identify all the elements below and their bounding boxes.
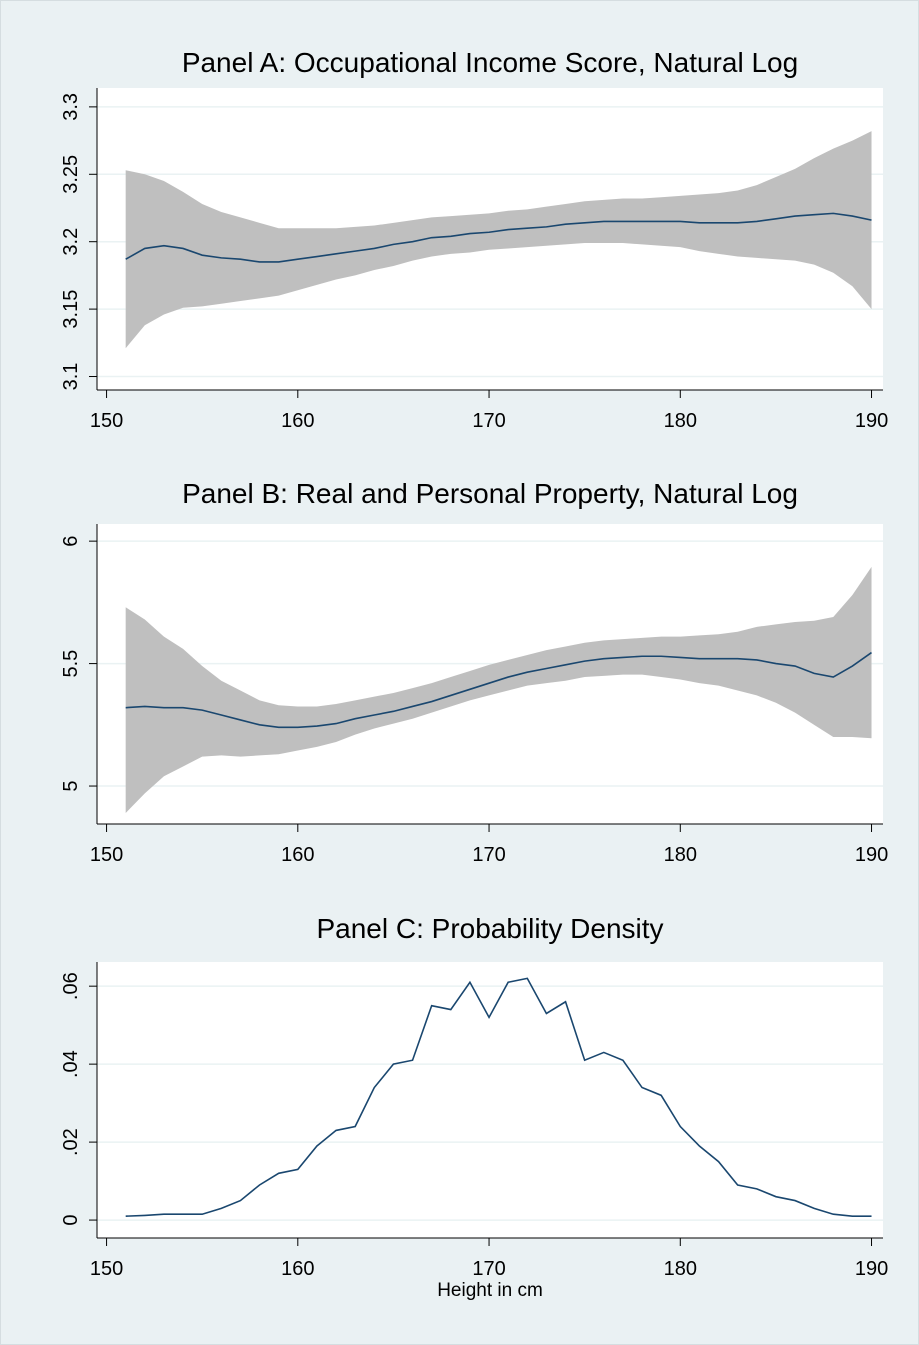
y-tick-label: .04 xyxy=(60,1050,82,1078)
line xyxy=(125,651,872,729)
line xyxy=(125,212,872,263)
x-tick-label: 160 xyxy=(281,410,314,432)
y-tick-label: 3.3 xyxy=(60,93,82,121)
y-tick-label: 0 xyxy=(60,1215,82,1226)
y-tick-label: 5 xyxy=(60,780,82,791)
y-tick-label: 3.2 xyxy=(60,228,82,256)
x-tick-label: 190 xyxy=(855,1258,888,1280)
x-tick-label: 170 xyxy=(472,1258,505,1280)
x-tick-label: 170 xyxy=(472,844,505,866)
y-tick-label: 5.5 xyxy=(60,650,82,678)
x-tick-label: 160 xyxy=(281,844,314,866)
x-tick-label: 150 xyxy=(90,410,123,432)
y-tick-label: 3.15 xyxy=(60,290,82,329)
x-tick-label: 170 xyxy=(472,410,505,432)
y-tick-label: .02 xyxy=(60,1128,82,1156)
y-tick-label: 3.25 xyxy=(60,155,82,194)
x-tick-label: 180 xyxy=(664,1258,697,1280)
y-tick-label: 6 xyxy=(60,536,82,547)
x-tick-label: 190 xyxy=(855,844,888,866)
x-axis-title: Height in cm xyxy=(437,1280,543,1301)
line xyxy=(125,977,872,1217)
x-tick-label: 150 xyxy=(90,1258,123,1280)
y-tick-label: .06 xyxy=(60,972,82,1000)
chart-title: Panel C: Probability Density xyxy=(316,913,663,944)
confidence-band xyxy=(125,566,872,813)
x-tick-label: 190 xyxy=(855,410,888,432)
x-tick-label: 150 xyxy=(90,844,123,866)
x-tick-label: 160 xyxy=(281,1258,314,1280)
plot-area xyxy=(97,962,883,1238)
confidence-band xyxy=(125,131,872,349)
chart-title: Panel B: Real and Personal Property, Nat… xyxy=(182,478,798,509)
x-tick-label: 180 xyxy=(664,844,697,866)
chart-title: Panel A: Occupational Income Score, Natu… xyxy=(182,47,798,78)
x-tick-label: 180 xyxy=(664,410,697,432)
y-tick-label: 3.1 xyxy=(60,363,82,391)
